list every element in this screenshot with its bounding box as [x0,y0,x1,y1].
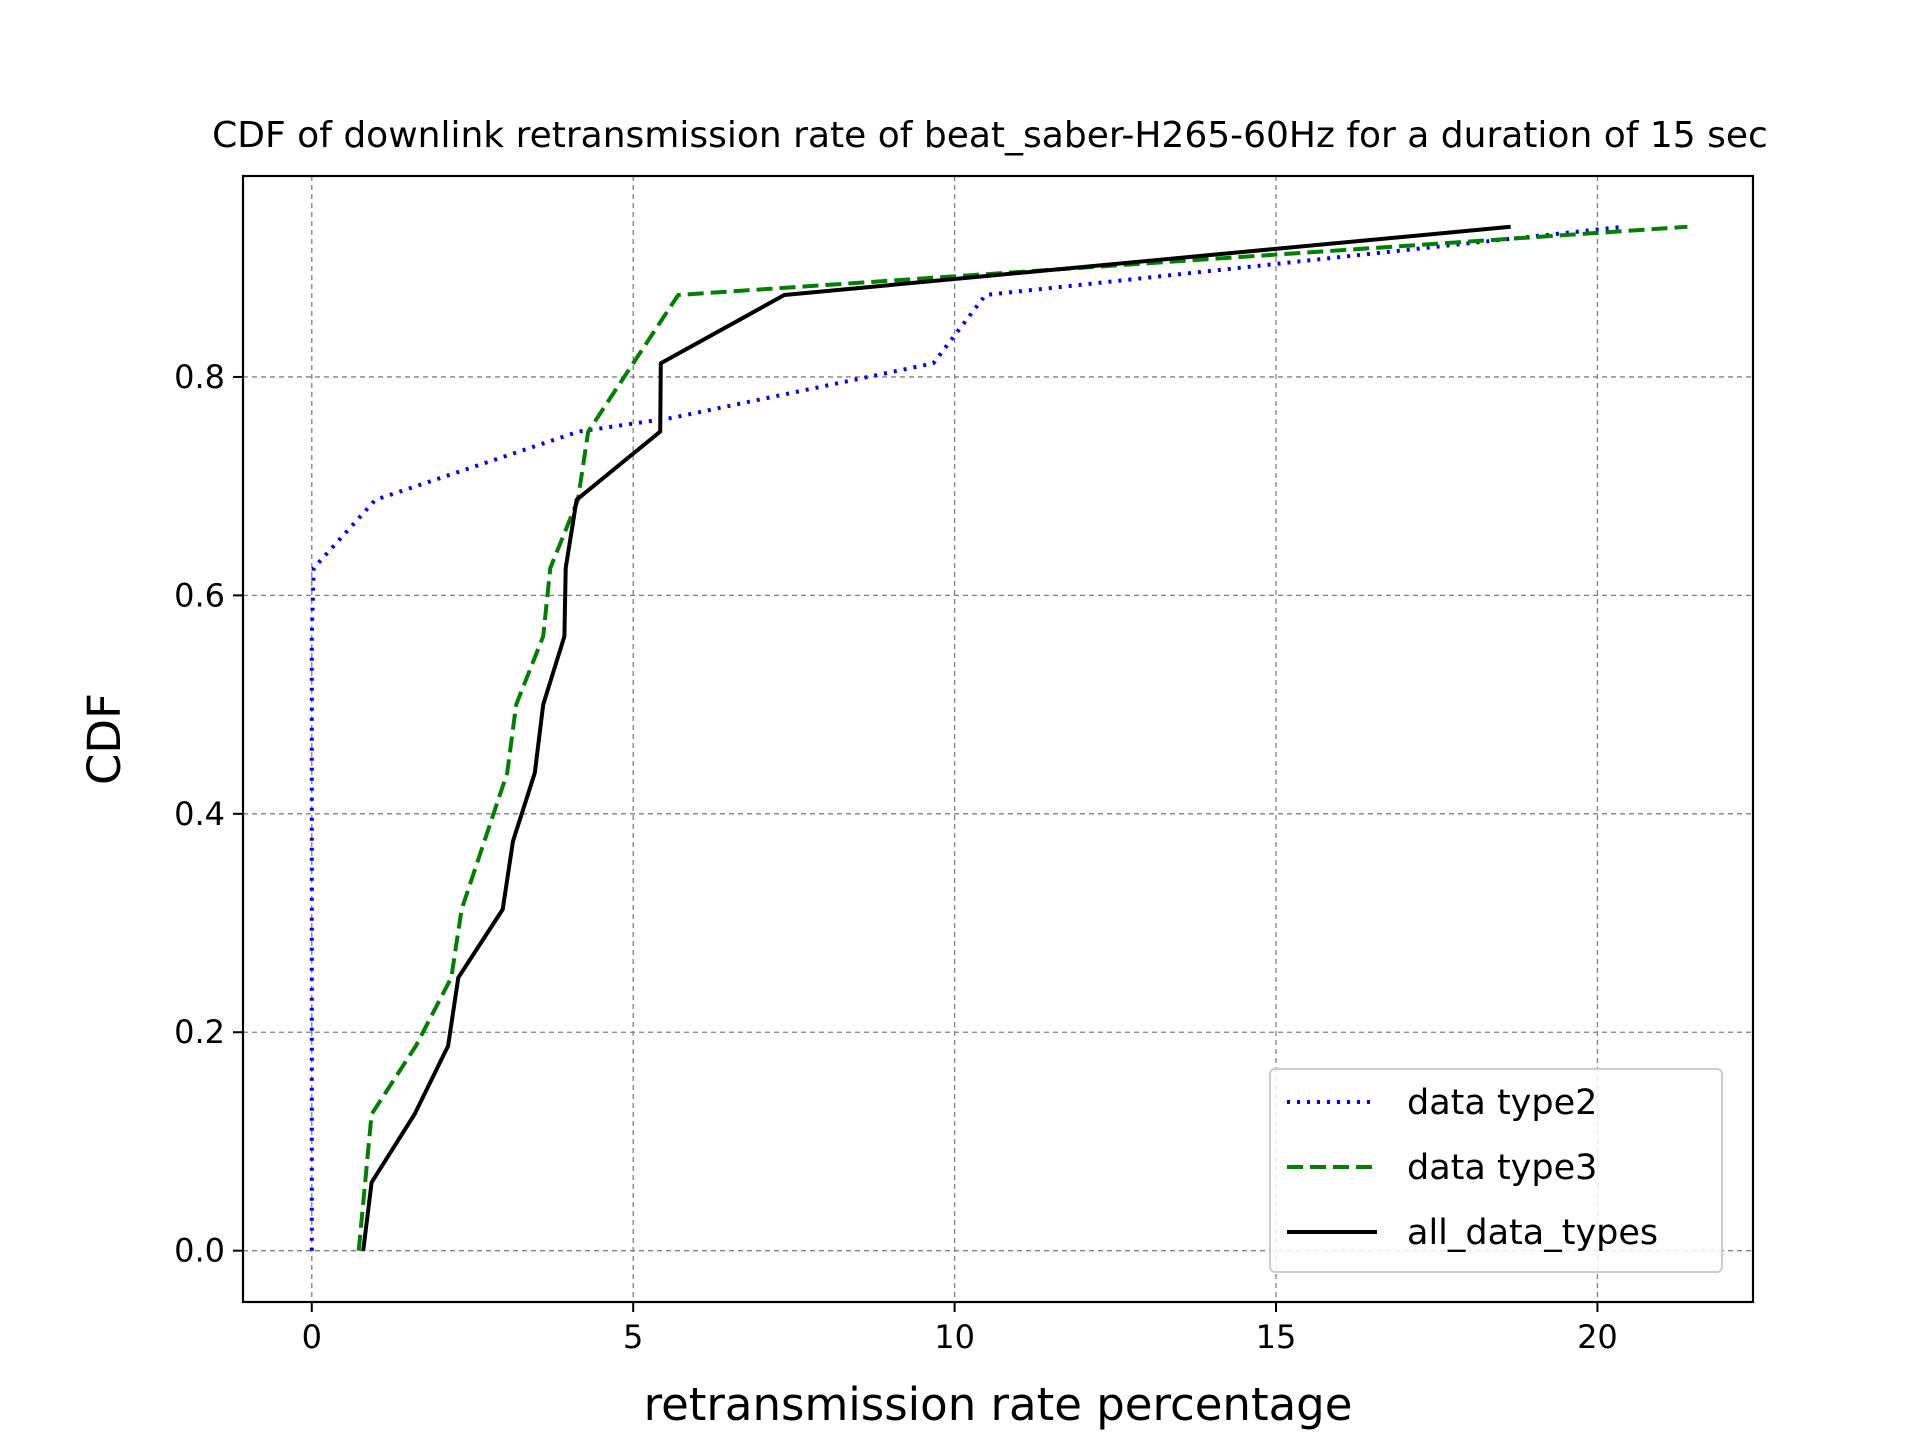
y-axis-label: CDF [78,693,131,785]
chart-title: CDF of downlink retransmission rate of b… [212,115,1768,156]
x-tick-label: 0 [302,1318,322,1356]
legend-label: all_data_types [1407,1213,1658,1253]
legend: data type2 data type3 all_data_types [1269,1068,1723,1273]
y-tick-label: 0.2 [174,1013,225,1051]
y-tick-label: 0.4 [174,795,225,833]
y-tick-label: 0.8 [174,358,225,396]
x-tick-label: 10 [934,1318,975,1356]
ticks: 0 5 10 15 20 0.0 0.2 0.4 0.6 0.8 [174,358,1618,1356]
x-axis-label: retransmission rate percentage [644,1378,1353,1431]
y-tick-label: 0.0 [174,1232,225,1270]
series-lines [309,224,1688,1251]
x-tick-label: 15 [1256,1318,1297,1356]
legend-box [1269,1068,1723,1273]
legend-label: data type2 [1407,1083,1597,1123]
series-line-data-type2 [309,224,1624,1251]
series-line-all-data-types [361,224,1511,1251]
x-tick-label: 5 [623,1318,643,1356]
y-tick-label: 0.6 [174,576,225,614]
legend-label: data type3 [1407,1148,1597,1188]
series-line-data-type3 [356,224,1688,1251]
plot-frame [241,174,1755,1304]
x-tick-label: 20 [1577,1318,1618,1356]
